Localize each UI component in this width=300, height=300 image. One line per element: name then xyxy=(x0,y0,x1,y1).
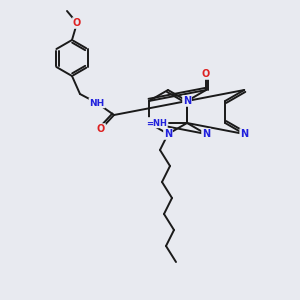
Text: NH: NH xyxy=(89,98,105,107)
Text: =NH: =NH xyxy=(146,118,167,127)
Text: N: N xyxy=(183,96,191,106)
Text: N: N xyxy=(240,129,248,139)
Text: N: N xyxy=(164,129,172,139)
Text: O: O xyxy=(97,124,105,134)
Text: O: O xyxy=(202,69,210,79)
Text: N: N xyxy=(202,129,210,139)
Text: N: N xyxy=(145,118,153,128)
Text: O: O xyxy=(73,18,81,28)
